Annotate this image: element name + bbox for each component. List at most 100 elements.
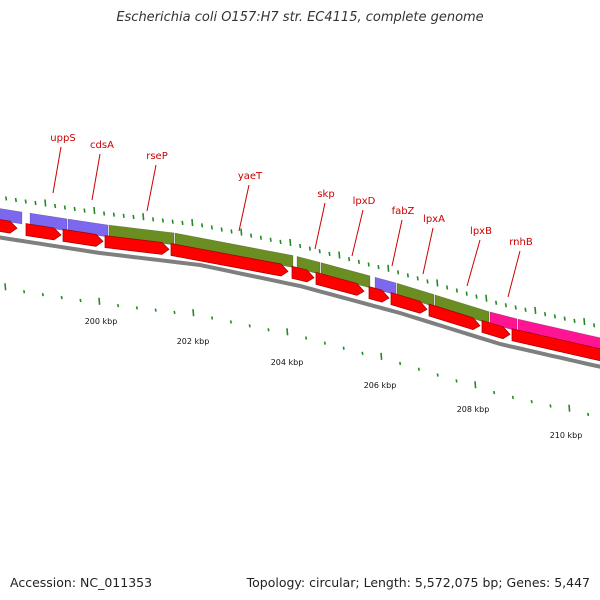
kbp-label: 202 kbp xyxy=(177,337,210,346)
feature-tick xyxy=(5,196,8,201)
label-leader xyxy=(238,184,250,232)
feature-tick xyxy=(269,237,272,242)
scale-tick xyxy=(587,412,590,417)
map-title: Escherichia coli O157:H7 str. EC4115, co… xyxy=(116,10,484,25)
feature-tick xyxy=(406,273,409,278)
feature-tick xyxy=(534,306,537,315)
feature-tick xyxy=(328,251,331,257)
feature-tick xyxy=(230,229,233,234)
accession-text: Accession: NC_011353 xyxy=(10,575,153,590)
gene-label: skp xyxy=(317,189,334,200)
feature-tick xyxy=(240,228,243,236)
feature-tick xyxy=(191,218,194,227)
feature-tick xyxy=(259,235,262,240)
scale-tick xyxy=(549,404,552,408)
feature-tick xyxy=(250,233,253,238)
scale-tick xyxy=(361,351,364,355)
cds-arrow xyxy=(511,328,600,362)
kbp-labels: 200 kbp 202 kbp 204 kbp 206 kbp 208 kbp 210 k… xyxy=(85,317,583,440)
feature-tick xyxy=(181,220,184,225)
feature-tick xyxy=(387,264,390,272)
gene-label: lpxB xyxy=(470,226,492,237)
scale-ticks xyxy=(4,283,590,417)
gene-label: uppS xyxy=(50,133,75,144)
feature-tick xyxy=(152,217,155,222)
feature-tick xyxy=(54,203,57,209)
gene-label: rseP xyxy=(146,151,168,162)
cds-arrow xyxy=(368,286,390,303)
gene-label: cdsA xyxy=(90,140,114,151)
scale-tick xyxy=(474,381,477,389)
gene-label: lpxD xyxy=(353,196,376,207)
scale-tick xyxy=(267,328,270,332)
feature-tick xyxy=(289,238,292,246)
feature-tick xyxy=(201,223,204,228)
feature-tick xyxy=(14,197,17,203)
feature-tick xyxy=(357,259,360,264)
cds-arrow xyxy=(428,303,481,331)
scale-tick xyxy=(380,352,383,360)
feature-tick xyxy=(514,305,517,310)
kbp-label: 210 kbp xyxy=(550,431,583,440)
feature-tick xyxy=(161,218,164,223)
kbp-label: 200 kbp xyxy=(85,317,118,326)
scale-tick xyxy=(41,292,44,297)
gene-label: yaeT xyxy=(238,171,263,182)
scale-tick xyxy=(436,373,439,377)
feature-tick xyxy=(485,294,488,302)
feature-tick xyxy=(573,318,576,323)
feature-tick xyxy=(367,262,370,267)
feature-tick xyxy=(308,246,311,251)
feature-tick xyxy=(397,270,400,275)
feature-tick xyxy=(299,243,302,249)
feature-bands xyxy=(0,208,600,351)
feature-tick xyxy=(563,316,566,321)
feature-tick xyxy=(220,227,223,232)
cds-arrow xyxy=(0,219,18,234)
feature-tick xyxy=(593,323,596,328)
scale-tick xyxy=(248,324,251,328)
feature-tick xyxy=(171,219,174,224)
scale-tick xyxy=(342,346,345,350)
feature-tick xyxy=(83,208,86,213)
feature-tick xyxy=(132,214,135,220)
feature-tick xyxy=(416,276,419,281)
scale-tick xyxy=(154,308,157,312)
label-leader xyxy=(466,239,481,287)
label-leader xyxy=(91,153,101,201)
feature-tick xyxy=(553,314,556,319)
label-leaders xyxy=(52,146,521,298)
feature-tick xyxy=(34,200,37,206)
feature-tick xyxy=(279,239,282,244)
feature-tick xyxy=(544,312,547,317)
feature-band xyxy=(517,318,600,351)
feature-tick xyxy=(338,251,341,259)
gene-label: fabZ xyxy=(392,206,415,217)
kbp-label: 204 kbp xyxy=(271,358,304,367)
scale-tick xyxy=(305,336,308,340)
label-leader xyxy=(507,250,521,298)
feature-tick xyxy=(44,199,47,207)
label-leader xyxy=(52,146,62,194)
gene-label: lpxA xyxy=(423,214,445,225)
scale-tick xyxy=(568,404,571,412)
feature-tick xyxy=(504,303,507,308)
scale-tick xyxy=(135,306,138,310)
scale-tick xyxy=(511,395,514,400)
label-leader xyxy=(391,219,403,267)
feature-tick xyxy=(455,288,458,293)
genome-summary: Topology: circular; Length: 5,572,075 bp… xyxy=(246,575,590,590)
cds-arrows xyxy=(0,219,600,362)
feature-tick xyxy=(348,257,351,262)
feature-tick xyxy=(142,213,145,221)
label-leader xyxy=(314,202,326,250)
scale-tick xyxy=(98,297,101,305)
gene-label: rnhB xyxy=(509,237,533,248)
feature-tick xyxy=(436,279,439,287)
feature-tick xyxy=(583,318,586,326)
feature-tick xyxy=(318,249,321,254)
feature-tick xyxy=(446,285,449,290)
cds-arrow xyxy=(291,265,315,283)
cds-arrow xyxy=(315,271,365,296)
